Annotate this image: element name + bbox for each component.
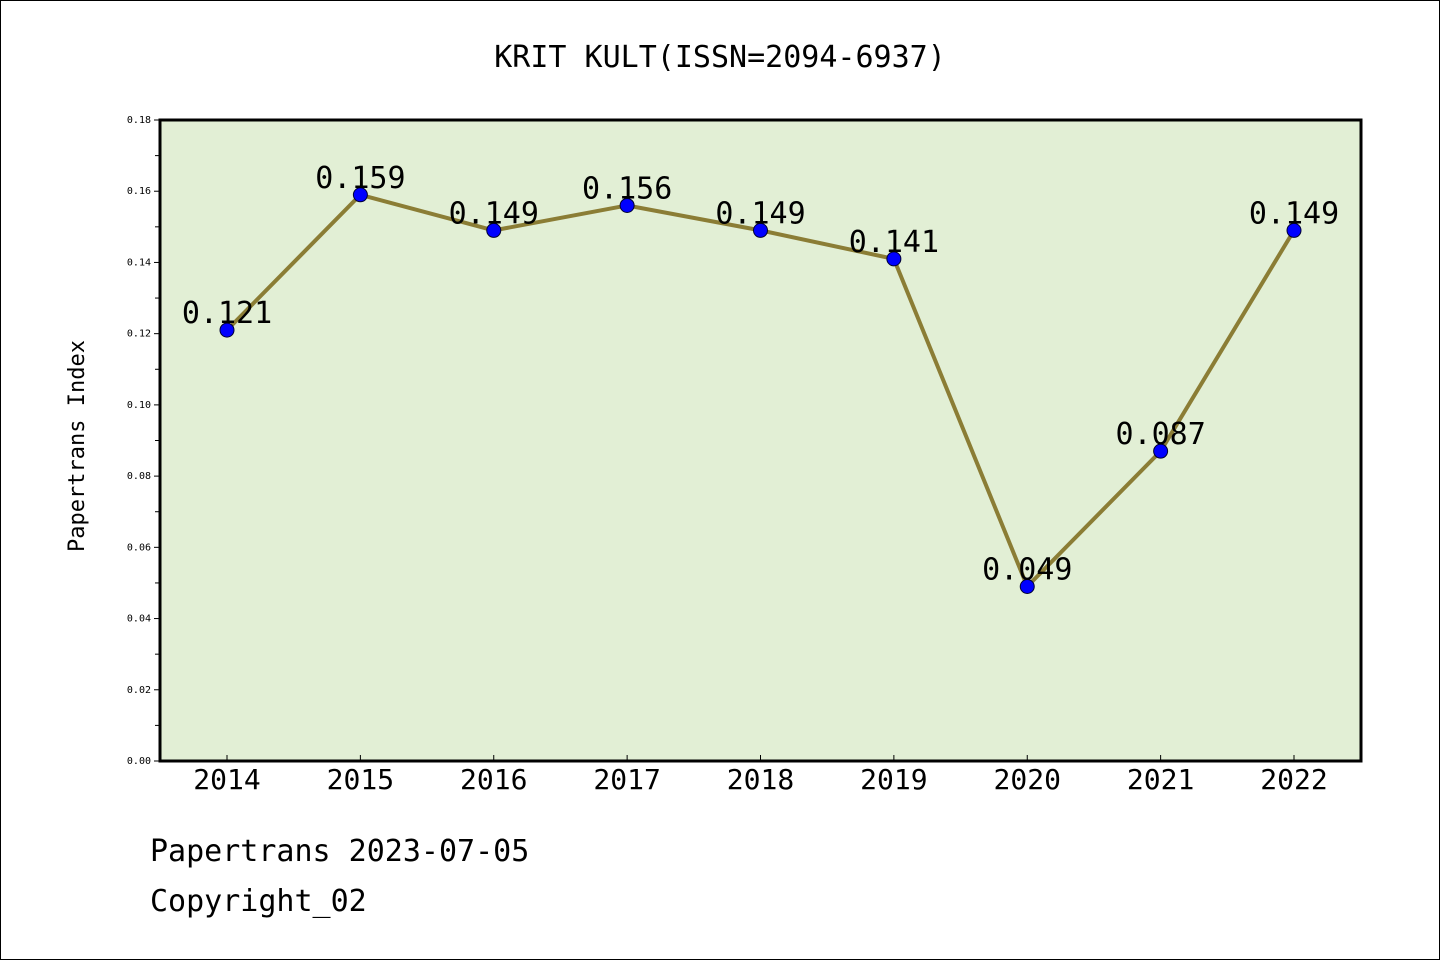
- data-point-marker: [886, 251, 902, 267]
- data-point-marker: [352, 187, 368, 203]
- data-label: 0.159: [315, 161, 405, 196]
- footer-copyright-text: Copyright_02: [150, 884, 367, 919]
- data-point-marker: [486, 222, 502, 238]
- y-axis-label: Papertrans Index: [65, 340, 90, 552]
- chart-title: KRIT KULT(ISSN=2094-6937): [494, 40, 946, 75]
- y-tick-label: 0.14: [127, 257, 151, 268]
- data-labels-group: 0.121 0.159 0.149 0.156 0.149 0.141 0.049 0.087…: [182, 161, 1339, 588]
- y-axis-ticks: 0.00 0.02 0.04 0.06 0.08 0.10 0.12 0.14 0.16 0.18: [127, 115, 160, 767]
- data-point-marker: [753, 222, 768, 238]
- data-label: 0.141: [849, 225, 939, 260]
- y-tick-label: 0.10: [127, 400, 151, 411]
- y-tick-label: 0.04: [127, 614, 151, 625]
- data-label: 0.087: [1115, 417, 1205, 452]
- data-point-marker: [619, 197, 635, 213]
- x-tick-label: 2015: [327, 763, 394, 796]
- x-tick-label: 2022: [1260, 763, 1327, 796]
- data-label: 0.156: [582, 171, 672, 206]
- x-tick-label: 2014: [193, 763, 260, 796]
- y-tick-label: 0.18: [127, 115, 151, 126]
- x-tick-label: 2018: [727, 763, 794, 796]
- y-tick-label: 0.08: [127, 471, 151, 482]
- x-tick-label: 2019: [860, 763, 927, 796]
- data-label: 0.149: [1249, 196, 1339, 231]
- data-point-marker: [1019, 579, 1035, 595]
- data-point-marker: [1153, 443, 1169, 459]
- data-label: 0.149: [449, 196, 539, 231]
- data-point-marker: [1286, 222, 1302, 238]
- data-label: 0.049: [982, 553, 1072, 588]
- series-line-group: [219, 187, 1302, 595]
- x-axis-ticks: 2014 2015 2016 2017 2018 2019 2020 2021 2022: [193, 755, 1328, 796]
- footer-date-text: Papertrans 2023-07-05: [150, 834, 530, 869]
- y-tick-label: 0.12: [127, 329, 151, 340]
- data-label: 0.121: [182, 296, 272, 331]
- x-tick-label: 2017: [593, 763, 660, 796]
- data-point-marker: [219, 322, 235, 338]
- y-tick-label: 0.16: [127, 186, 151, 197]
- x-tick-label: 2020: [994, 763, 1061, 796]
- y-tick-label: 0.06: [127, 542, 151, 553]
- data-label: 0.149: [715, 196, 805, 231]
- x-tick-label: 2016: [460, 763, 527, 796]
- y-tick-label: 0.00: [127, 756, 151, 767]
- x-tick-label: 2021: [1127, 763, 1194, 796]
- y-tick-label: 0.02: [127, 685, 151, 696]
